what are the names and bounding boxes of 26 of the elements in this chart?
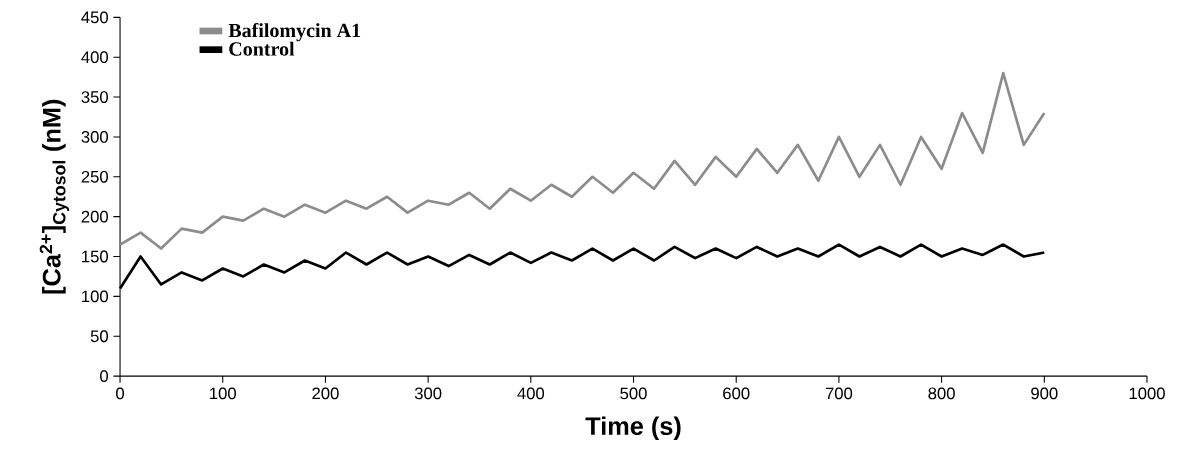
y-tick-label: 350 — [81, 91, 109, 103]
y-tick-label: 300 — [81, 130, 109, 143]
x-axis-title: Time (s) — [585, 416, 681, 440]
legend-label: Control — [229, 41, 295, 56]
x-tick-label: 200 — [312, 387, 339, 400]
y-tick-label: 150 — [82, 250, 109, 263]
y-tick-label: 200 — [81, 210, 109, 223]
x-tick-label: 600 — [723, 387, 750, 400]
y-tick-label: 400 — [81, 51, 109, 64]
x-tick-label: 800 — [928, 387, 955, 400]
x-tick-label: 300 — [414, 387, 442, 400]
x-tick-label: 500 — [620, 387, 647, 400]
x-tick-label: 400 — [517, 387, 545, 400]
y-tick-label: 250 — [81, 170, 109, 183]
x-tick-label: 1000 — [1129, 387, 1165, 400]
y-tick-label: 100 — [82, 290, 109, 303]
y-tick-label: 50 — [90, 330, 109, 343]
y-axis-title: [Ca$^{2+}$]$_{Cytosol}$ (nM) — [39, 99, 70, 294]
y-tick-label: 0 — [100, 370, 109, 382]
x-tick-label: 0 — [116, 387, 125, 400]
line-series — [118, 71, 1046, 250]
x-tick-label: 100 — [210, 387, 236, 400]
legend-label: Bafilomycin A1 — [228, 22, 361, 42]
x-tick-label: 900 — [1031, 387, 1058, 400]
x-tick-label: 700 — [825, 387, 853, 400]
y-tick-label: 450 — [81, 11, 109, 24]
